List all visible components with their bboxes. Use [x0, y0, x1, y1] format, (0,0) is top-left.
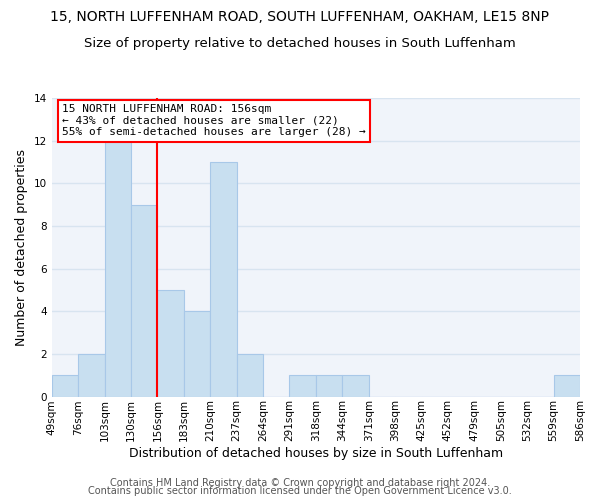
Text: 15 NORTH LUFFENHAM ROAD: 156sqm
← 43% of detached houses are smaller (22)
55% of: 15 NORTH LUFFENHAM ROAD: 156sqm ← 43% of… — [62, 104, 366, 137]
Text: Contains HM Land Registry data © Crown copyright and database right 2024.: Contains HM Land Registry data © Crown c… — [110, 478, 490, 488]
Y-axis label: Number of detached properties: Number of detached properties — [15, 149, 28, 346]
Bar — [316, 375, 342, 396]
Text: 15, NORTH LUFFENHAM ROAD, SOUTH LUFFENHAM, OAKHAM, LE15 8NP: 15, NORTH LUFFENHAM ROAD, SOUTH LUFFENHA… — [50, 10, 550, 24]
Bar — [157, 290, 184, 397]
Bar — [210, 162, 236, 396]
Bar — [131, 204, 157, 396]
Text: Contains public sector information licensed under the Open Government Licence v3: Contains public sector information licen… — [88, 486, 512, 496]
Text: Size of property relative to detached houses in South Luffenham: Size of property relative to detached ho… — [84, 38, 516, 51]
Bar — [52, 375, 78, 396]
X-axis label: Distribution of detached houses by size in South Luffenham: Distribution of detached houses by size … — [129, 447, 503, 460]
Bar — [342, 375, 368, 396]
Bar — [184, 311, 210, 396]
Bar — [78, 354, 104, 397]
Bar — [104, 140, 131, 396]
Bar — [289, 375, 316, 396]
Bar — [236, 354, 263, 397]
Bar — [554, 375, 580, 396]
